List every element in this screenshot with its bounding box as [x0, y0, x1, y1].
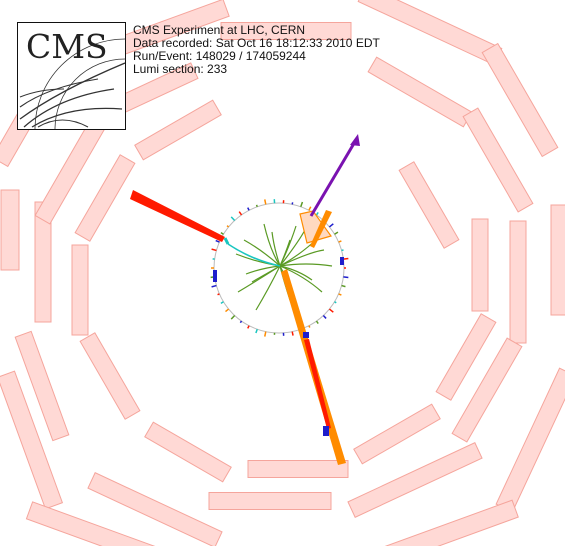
- muon-chamber: [79, 332, 141, 420]
- calo-hit: [300, 201, 304, 208]
- calo-hit: [315, 320, 319, 324]
- met-arrow-head: [350, 134, 360, 146]
- calo-hit: [338, 293, 342, 296]
- muon-chamber: [495, 367, 565, 513]
- calo-hit: [215, 239, 220, 243]
- experiment-label: CMS Experiment at LHC, CERN: [133, 23, 306, 37]
- track: [245, 265, 281, 275]
- calo-hit: [211, 248, 217, 252]
- calo-hit: [255, 204, 258, 208]
- muon-chamber: [74, 154, 136, 242]
- track: [263, 223, 281, 267]
- muon-chamber: [451, 337, 523, 443]
- lumi-section: Lumi section: 233: [133, 62, 228, 76]
- muon-chamber: [509, 220, 527, 344]
- muon-hit: [340, 257, 344, 265]
- calo-hit: [315, 212, 319, 216]
- track: [255, 265, 281, 311]
- muon-chamber: [247, 460, 349, 478]
- calo-hit: [217, 293, 220, 296]
- calo-hit: [343, 257, 349, 260]
- muon-hit: [213, 270, 217, 282]
- muon-chamber: [353, 403, 441, 465]
- muon-chamber: [471, 218, 489, 312]
- track: [251, 265, 281, 283]
- calo-hit: [230, 314, 236, 320]
- recorded-date: Data recorded: Sat Oct 16 18:12:33 2010 …: [133, 36, 380, 50]
- muon-chamber: [435, 313, 497, 401]
- muon-chamber: [550, 204, 565, 316]
- jet-orange-upper: [310, 210, 332, 248]
- muon-hit: [303, 332, 309, 338]
- calo-hit: [239, 320, 243, 324]
- muon-chamber: [398, 161, 460, 249]
- calo-hit: [220, 301, 224, 304]
- muon-chamber: [0, 370, 64, 510]
- calo-hit: [226, 225, 230, 228]
- muon-chamber: [134, 99, 222, 161]
- muon-chamber: [25, 501, 175, 546]
- calo-hit: [308, 206, 312, 211]
- calo-hit: [211, 284, 217, 288]
- muon-chamber: [14, 330, 70, 442]
- calo-hit: [308, 325, 311, 328]
- met-arrow-shaft: [309, 139, 358, 217]
- calo-hit: [238, 211, 243, 216]
- calo-hit: [225, 308, 230, 313]
- calo-hit: [328, 223, 334, 228]
- jet-red-lower: [304, 339, 331, 429]
- cms-logo: CMS: [17, 22, 126, 130]
- logo-text: CMS: [26, 27, 108, 66]
- calo-hit: [264, 331, 267, 337]
- track: [279, 249, 325, 267]
- jet-red-left: [130, 190, 225, 242]
- calo-hit: [338, 240, 342, 243]
- logo-tracks-graphic: [19, 38, 125, 129]
- track: [243, 239, 281, 267]
- calo-hit: [247, 207, 250, 211]
- muon-chamber: [361, 499, 519, 546]
- calo-hit: [247, 325, 250, 329]
- track: [271, 231, 281, 267]
- muon-hit: [323, 426, 329, 436]
- electron-track-curve: [227, 243, 281, 267]
- calo-hit: [334, 301, 337, 304]
- calo-hit: [328, 308, 334, 313]
- muon-chamber: [481, 42, 559, 158]
- track: [279, 265, 313, 281]
- calo-hit: [264, 199, 267, 205]
- calo-hit: [230, 216, 236, 222]
- calo-hit: [255, 328, 258, 334]
- track: [279, 263, 333, 267]
- electron-track: [223, 237, 230, 245]
- calo-hit: [291, 331, 294, 336]
- calo-hit: [220, 232, 224, 235]
- muon-chamber: [462, 107, 534, 213]
- event-info: CMS Experiment at LHC, CERN Data recorde…: [133, 24, 380, 76]
- muon-chamber: [220, 22, 352, 40]
- muon-chamber: [0, 189, 20, 271]
- calo-hit: [343, 276, 349, 279]
- muon-chamber: [208, 492, 332, 510]
- run-event: Run/Event: 148029 / 174059244: [133, 49, 306, 63]
- calo-hit: [341, 284, 346, 288]
- muon-chamber: [367, 56, 473, 128]
- track: [279, 239, 291, 267]
- calo-hit: [322, 314, 327, 319]
- calo-hit: [341, 249, 344, 252]
- muon-chamber: [71, 244, 89, 336]
- muon-chamber: [144, 421, 232, 483]
- muon-chamber: [347, 442, 483, 518]
- calo-hit: [334, 231, 339, 235]
- track: [279, 265, 323, 293]
- muon-chamber: [87, 472, 223, 546]
- jet-cone: [299, 210, 332, 244]
